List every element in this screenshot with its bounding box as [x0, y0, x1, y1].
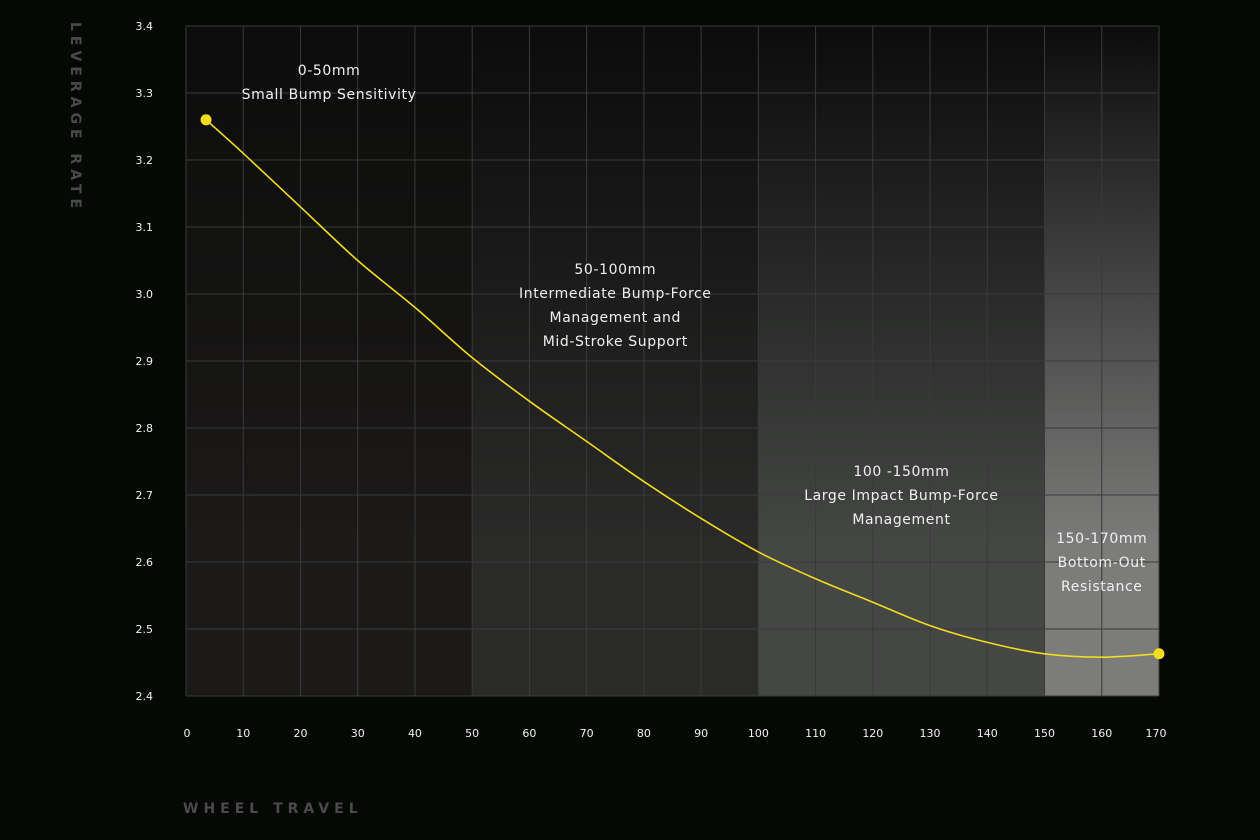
x-tick-label-6: 60: [522, 727, 536, 740]
zone-labels: 0-50mm Small Bump Sensitivity 50-100mm Inte…: [242, 63, 1147, 595]
zone-0-label-line-1: Small Bump Sensitivity: [242, 87, 417, 103]
x-axis-title: WHEEL TRAVEL: [183, 801, 363, 817]
zone-1-label: 50-100mm Intermediate Bump-Force Managemen…: [519, 262, 712, 350]
y-tick-labels: 3.4 3.3 3.2 3.1 3.0 2.9 2.8 2.7 2.6 2.5 2.4: [136, 20, 154, 703]
x-tick-label-13: 130: [920, 727, 941, 740]
x-tick-label-5: 50: [465, 727, 479, 740]
y-tick-label-6: 2.8: [136, 422, 154, 435]
zone-1-label-line-3: Mid-Stroke Support: [543, 334, 688, 350]
x-tick-labels: 0 10 20 30 40 50 60 70 80 90 100 110 120 130 140 150 160…: [184, 727, 1167, 740]
zone-0-label: 0-50mm Small Bump Sensitivity: [242, 63, 417, 103]
zone-2-label-line-1: Large Impact Bump-Force: [804, 488, 998, 504]
y-tick-label-0: 3.4: [136, 20, 154, 33]
zone-2-label: 100 -150mm Large Impact Bump-Force Managem…: [804, 464, 998, 528]
zone-0-label-line-0: 0-50mm: [298, 63, 361, 79]
x-tick-label-10: 100: [748, 727, 769, 740]
y-axis-title: LEVERAGE RATE: [67, 22, 83, 213]
zone-2-label-line-0: 100 -150mm: [853, 464, 949, 480]
zone-3-label-line-0: 150-170mm: [1056, 531, 1147, 547]
x-tick-label-11: 110: [805, 727, 826, 740]
x-tick-label-3: 30: [351, 727, 365, 740]
x-tick-label-16: 160: [1091, 727, 1112, 740]
top-fade: [186, 26, 1159, 546]
zone-1-label-line-2: Management and: [550, 310, 681, 326]
x-tick-label-7: 70: [580, 727, 594, 740]
x-tick-label-12: 120: [862, 727, 883, 740]
zone-3-label-line-2: Resistance: [1061, 579, 1142, 595]
gridlines: [185, 25, 1160, 697]
zone-3-label: 150-170mm Bottom-Out Resistance: [1056, 531, 1147, 595]
x-tick-label-17: 170: [1146, 727, 1167, 740]
end-point: [1153, 648, 1165, 660]
y-tick-label-7: 2.7: [136, 489, 154, 502]
x-tick-label-8: 80: [637, 727, 651, 740]
y-tick-label-5: 2.9: [136, 355, 154, 368]
y-tick-label-2: 3.2: [136, 154, 154, 167]
start-point: [200, 114, 212, 126]
x-tick-label-4: 40: [408, 727, 422, 740]
y-tick-label-3: 3.1: [136, 221, 154, 234]
x-tick-label-1: 10: [236, 727, 250, 740]
y-tick-label-8: 2.6: [136, 556, 154, 569]
y-tick-label-4: 3.0: [136, 288, 154, 301]
series-layer: [200, 114, 1165, 660]
y-tick-label-10: 2.4: [136, 690, 154, 703]
zone-1-label-line-0: 50-100mm: [574, 262, 656, 278]
x-tick-label-14: 140: [977, 727, 998, 740]
zone-3-label-line-1: Bottom-Out: [1058, 555, 1146, 571]
x-tick-label-0: 0: [184, 727, 191, 740]
y-tick-label-1: 3.3: [136, 87, 154, 100]
x-tick-label-2: 20: [293, 727, 307, 740]
leverage-curve: [205, 119, 1160, 658]
zone-2-label-line-2: Management: [852, 512, 950, 528]
x-tick-label-9: 90: [694, 727, 708, 740]
y-tick-label-9: 2.5: [136, 623, 154, 636]
x-tick-label-15: 150: [1034, 727, 1055, 740]
zone-1-label-line-1: Intermediate Bump-Force: [519, 286, 712, 302]
